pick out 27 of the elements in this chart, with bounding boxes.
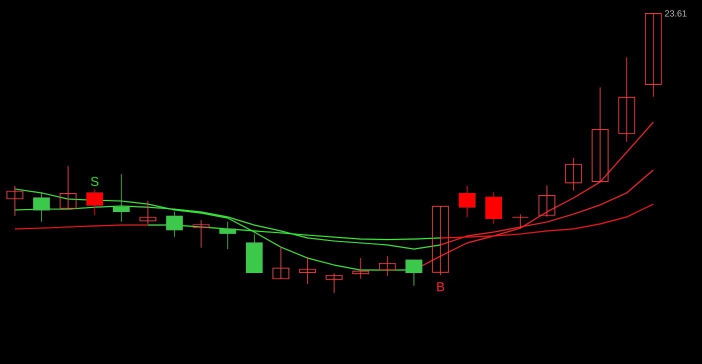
candlestick: [60, 166, 76, 209]
candlestick: [432, 206, 449, 276]
candlestick: [485, 192, 502, 224]
annotation: 23.61: [664, 10, 687, 17]
candlestick: [592, 87, 609, 182]
annotation: S: [90, 176, 98, 186]
annotation: B: [437, 282, 444, 292]
candlestick: [618, 56, 636, 142]
candlestick: [565, 158, 582, 192]
candlestick: [140, 200, 156, 224]
candlestick: [272, 246, 290, 280]
candlestick: [538, 184, 556, 218]
candlestick: [352, 258, 370, 280]
candlestick: [458, 186, 476, 218]
candlestick: [86, 188, 104, 216]
candlestick: [166, 211, 183, 238]
candlestick: [33, 192, 50, 222]
candlestick: [378, 256, 396, 276]
candlestick: [299, 256, 316, 284]
candlestick: [6, 186, 24, 216]
candlestick: [219, 221, 236, 250]
candlestick: [406, 260, 422, 286]
candlestick: [644, 13, 662, 98]
candlestick: [112, 174, 130, 222]
candlestick: [512, 214, 529, 230]
candlestick: [192, 220, 210, 248]
candlestick: [326, 273, 342, 294]
